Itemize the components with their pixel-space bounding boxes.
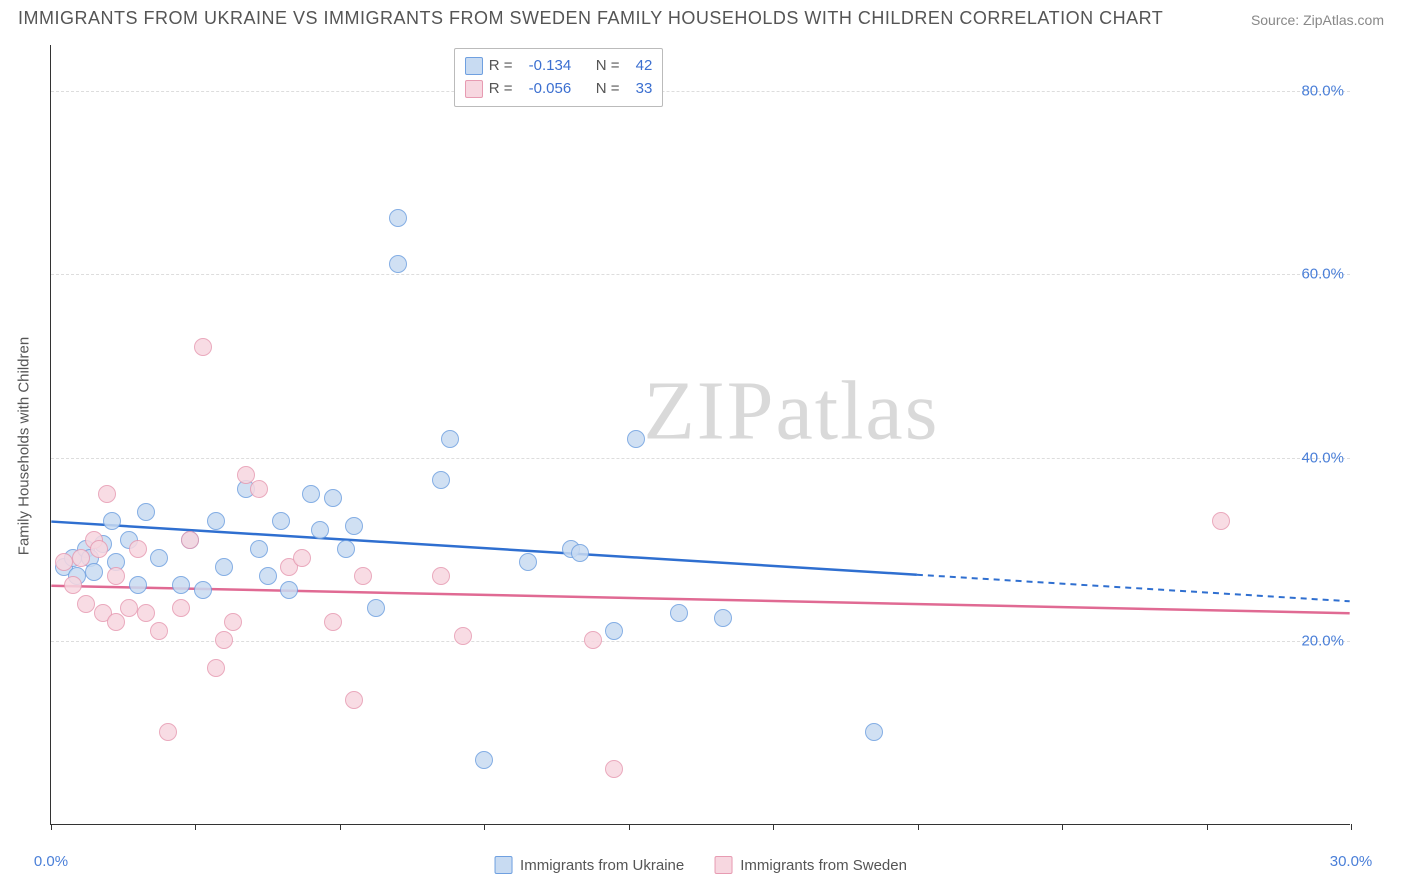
legend-swatch [494,856,512,874]
data-point [345,691,363,709]
data-point [605,760,623,778]
data-point [441,430,459,448]
data-point [670,604,688,622]
data-point [194,338,212,356]
legend-item: Immigrants from Ukraine [494,856,684,874]
data-point [367,599,385,617]
data-point [129,576,147,594]
x-tick [340,824,341,830]
data-point [293,549,311,567]
stats-legend: R = -0.134 N = 42R = -0.056 N = 33 [454,48,664,107]
data-point [150,622,168,640]
x-tick [629,824,630,830]
stats-legend-row: R = -0.134 N = 42 [465,55,653,78]
data-point [137,503,155,521]
x-tick-label: 0.0% [34,853,68,870]
data-point [129,540,147,558]
grid-line [51,91,1350,92]
data-point [90,540,108,558]
data-point [432,567,450,585]
data-point [55,553,73,571]
data-point [354,567,372,585]
x-tick [1351,824,1352,830]
data-point [250,540,268,558]
data-point [85,563,103,581]
data-point [172,576,190,594]
data-point [172,599,190,617]
data-point [64,576,82,594]
y-tick-label: 20.0% [1301,633,1344,650]
data-point [150,549,168,567]
legend-swatch [465,57,483,75]
x-tick [195,824,196,830]
y-tick-label: 60.0% [1301,266,1344,283]
data-point [389,209,407,227]
data-point [302,485,320,503]
legend-label: Immigrants from Sweden [740,857,907,874]
data-point [337,540,355,558]
x-tick [1207,824,1208,830]
data-point [519,553,537,571]
data-point [259,567,277,585]
legend-item: Immigrants from Sweden [714,856,907,874]
data-point [120,599,138,617]
data-point [1212,512,1230,530]
data-point [475,751,493,769]
data-point [194,581,212,599]
y-tick-label: 40.0% [1301,449,1344,466]
data-point [215,558,233,576]
data-point [224,613,242,631]
y-tick-label: 80.0% [1301,82,1344,99]
x-tick [918,824,919,830]
data-point [865,723,883,741]
y-axis-title: Family Households with Children [16,337,33,555]
source-label: Source: ZipAtlas.com [1251,12,1384,28]
data-point [207,659,225,677]
data-point [98,485,116,503]
data-point [627,430,645,448]
legend-label: Immigrants from Ukraine [520,857,684,874]
data-point [72,549,90,567]
data-point [107,567,125,585]
data-point [324,489,342,507]
chart-title: IMMIGRANTS FROM UKRAINE VS IMMIGRANTS FR… [18,8,1163,29]
data-point [215,631,233,649]
data-point [103,512,121,530]
data-point [250,480,268,498]
data-point [107,613,125,631]
data-point [207,512,225,530]
data-point [389,255,407,273]
x-tick-label: 30.0% [1330,853,1373,870]
data-point [454,627,472,645]
data-point [345,517,363,535]
data-point [280,581,298,599]
x-tick [1062,824,1063,830]
grid-line [51,274,1350,275]
legend-swatch [465,80,483,98]
grid-line [51,641,1350,642]
legend-swatch [714,856,732,874]
data-point [571,544,589,562]
x-tick [51,824,52,830]
data-point [324,613,342,631]
data-point [77,595,95,613]
x-tick [484,824,485,830]
data-point [605,622,623,640]
data-point [137,604,155,622]
x-tick [773,824,774,830]
data-point [159,723,177,741]
data-point [714,609,732,627]
stats-legend-row: R = -0.056 N = 33 [465,78,653,101]
data-point [181,531,199,549]
scatter-plot: ZIPatlas 20.0%40.0%60.0%80.0%0.0%30.0%R … [50,45,1350,825]
trend-lines-layer [51,45,1350,824]
data-point [584,631,602,649]
series-legend: Immigrants from Ukraine Immigrants from S… [494,856,907,874]
watermark: ZIPatlas [643,363,939,460]
grid-line [51,458,1350,459]
data-point [272,512,290,530]
data-point [432,471,450,489]
data-point [311,521,329,539]
